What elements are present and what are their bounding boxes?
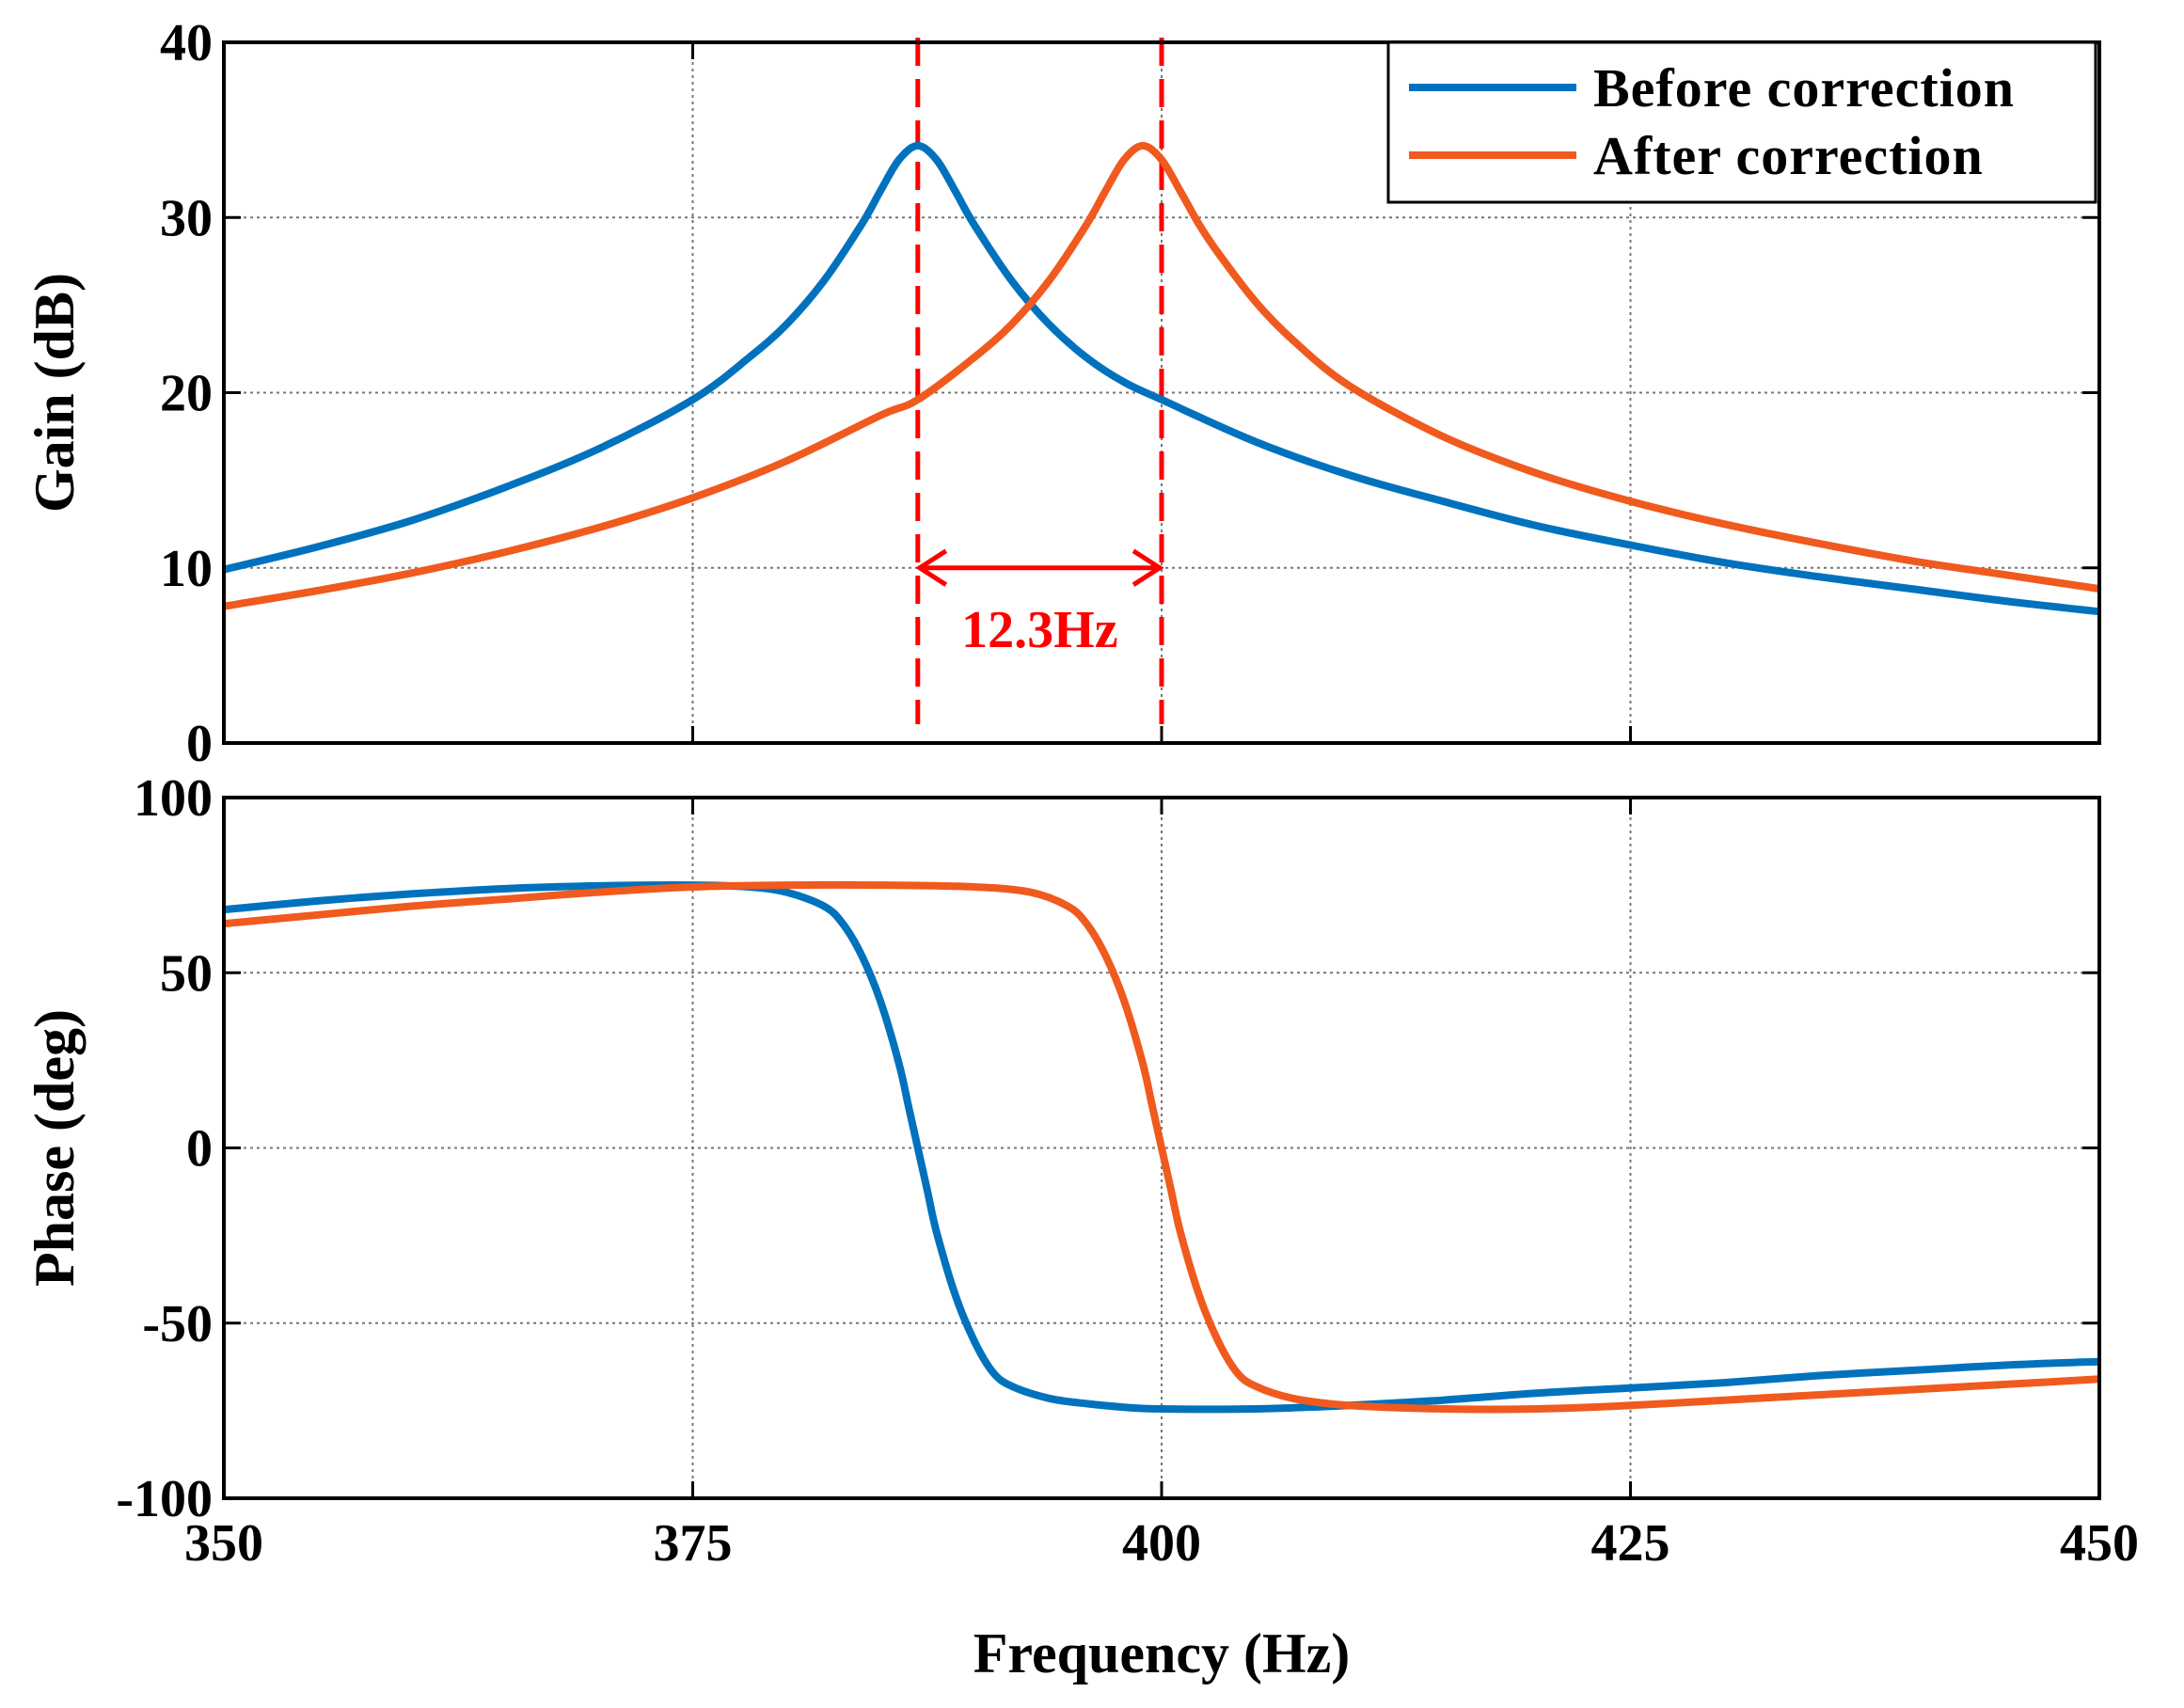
gain-y-tick-label: 0 [186, 715, 213, 773]
legend-box [1386, 40, 2097, 204]
shift-label: 12.3Hz [961, 601, 1117, 659]
gain-y-tick-label: 20 [160, 365, 213, 423]
legend-label: After correction [1593, 125, 1984, 186]
gain-series-before-correction [224, 141, 2099, 616]
phase-x-tick-label: 350 [184, 1514, 263, 1573]
phase-panel: -100 -50 0 50 100 350 375 400 425 450 Frequency (H… [24, 769, 2139, 1684]
gain-series-after-correction [224, 141, 2099, 610]
gain-panel: 0 10 20 30 40 Gain (dB) 12.3Hz Before correctio… [24, 14, 2101, 773]
legend-label: Before correction [1593, 57, 2015, 119]
phase-y-tick-label: 100 [134, 769, 213, 828]
phase-y-tick-label: -50 [142, 1295, 213, 1353]
gain-y-tick-label: 10 [160, 540, 213, 598]
gain-axes-frame [222, 40, 2101, 745]
shift-arrow-head-right [1132, 548, 1164, 587]
phase-series-after-correction [224, 880, 2099, 1414]
phase-x-tick-label: 450 [2060, 1514, 2139, 1573]
gain-y-tick-label: 30 [160, 189, 213, 247]
phase-y-axis-title: Phase (deg) [24, 1009, 86, 1287]
phase-axes-frame [222, 796, 2101, 1500]
phase-y-tick-label: 0 [186, 1120, 213, 1178]
phase-x-tick-label: 375 [654, 1514, 733, 1573]
shift-arrow-head-left [915, 548, 948, 587]
phase-y-tick-label: 50 [160, 944, 213, 1003]
gain-y-tick-label: 40 [160, 14, 213, 72]
phase-y-tick-label: -100 [116, 1470, 213, 1528]
phase-x-tick-label: 400 [1122, 1514, 1201, 1573]
phase-x-tick-label: 425 [1591, 1514, 1670, 1573]
x-axis-title: Frequency (Hz) [973, 1622, 1350, 1684]
gain-y-axis-title: Gain (dB) [24, 273, 86, 513]
